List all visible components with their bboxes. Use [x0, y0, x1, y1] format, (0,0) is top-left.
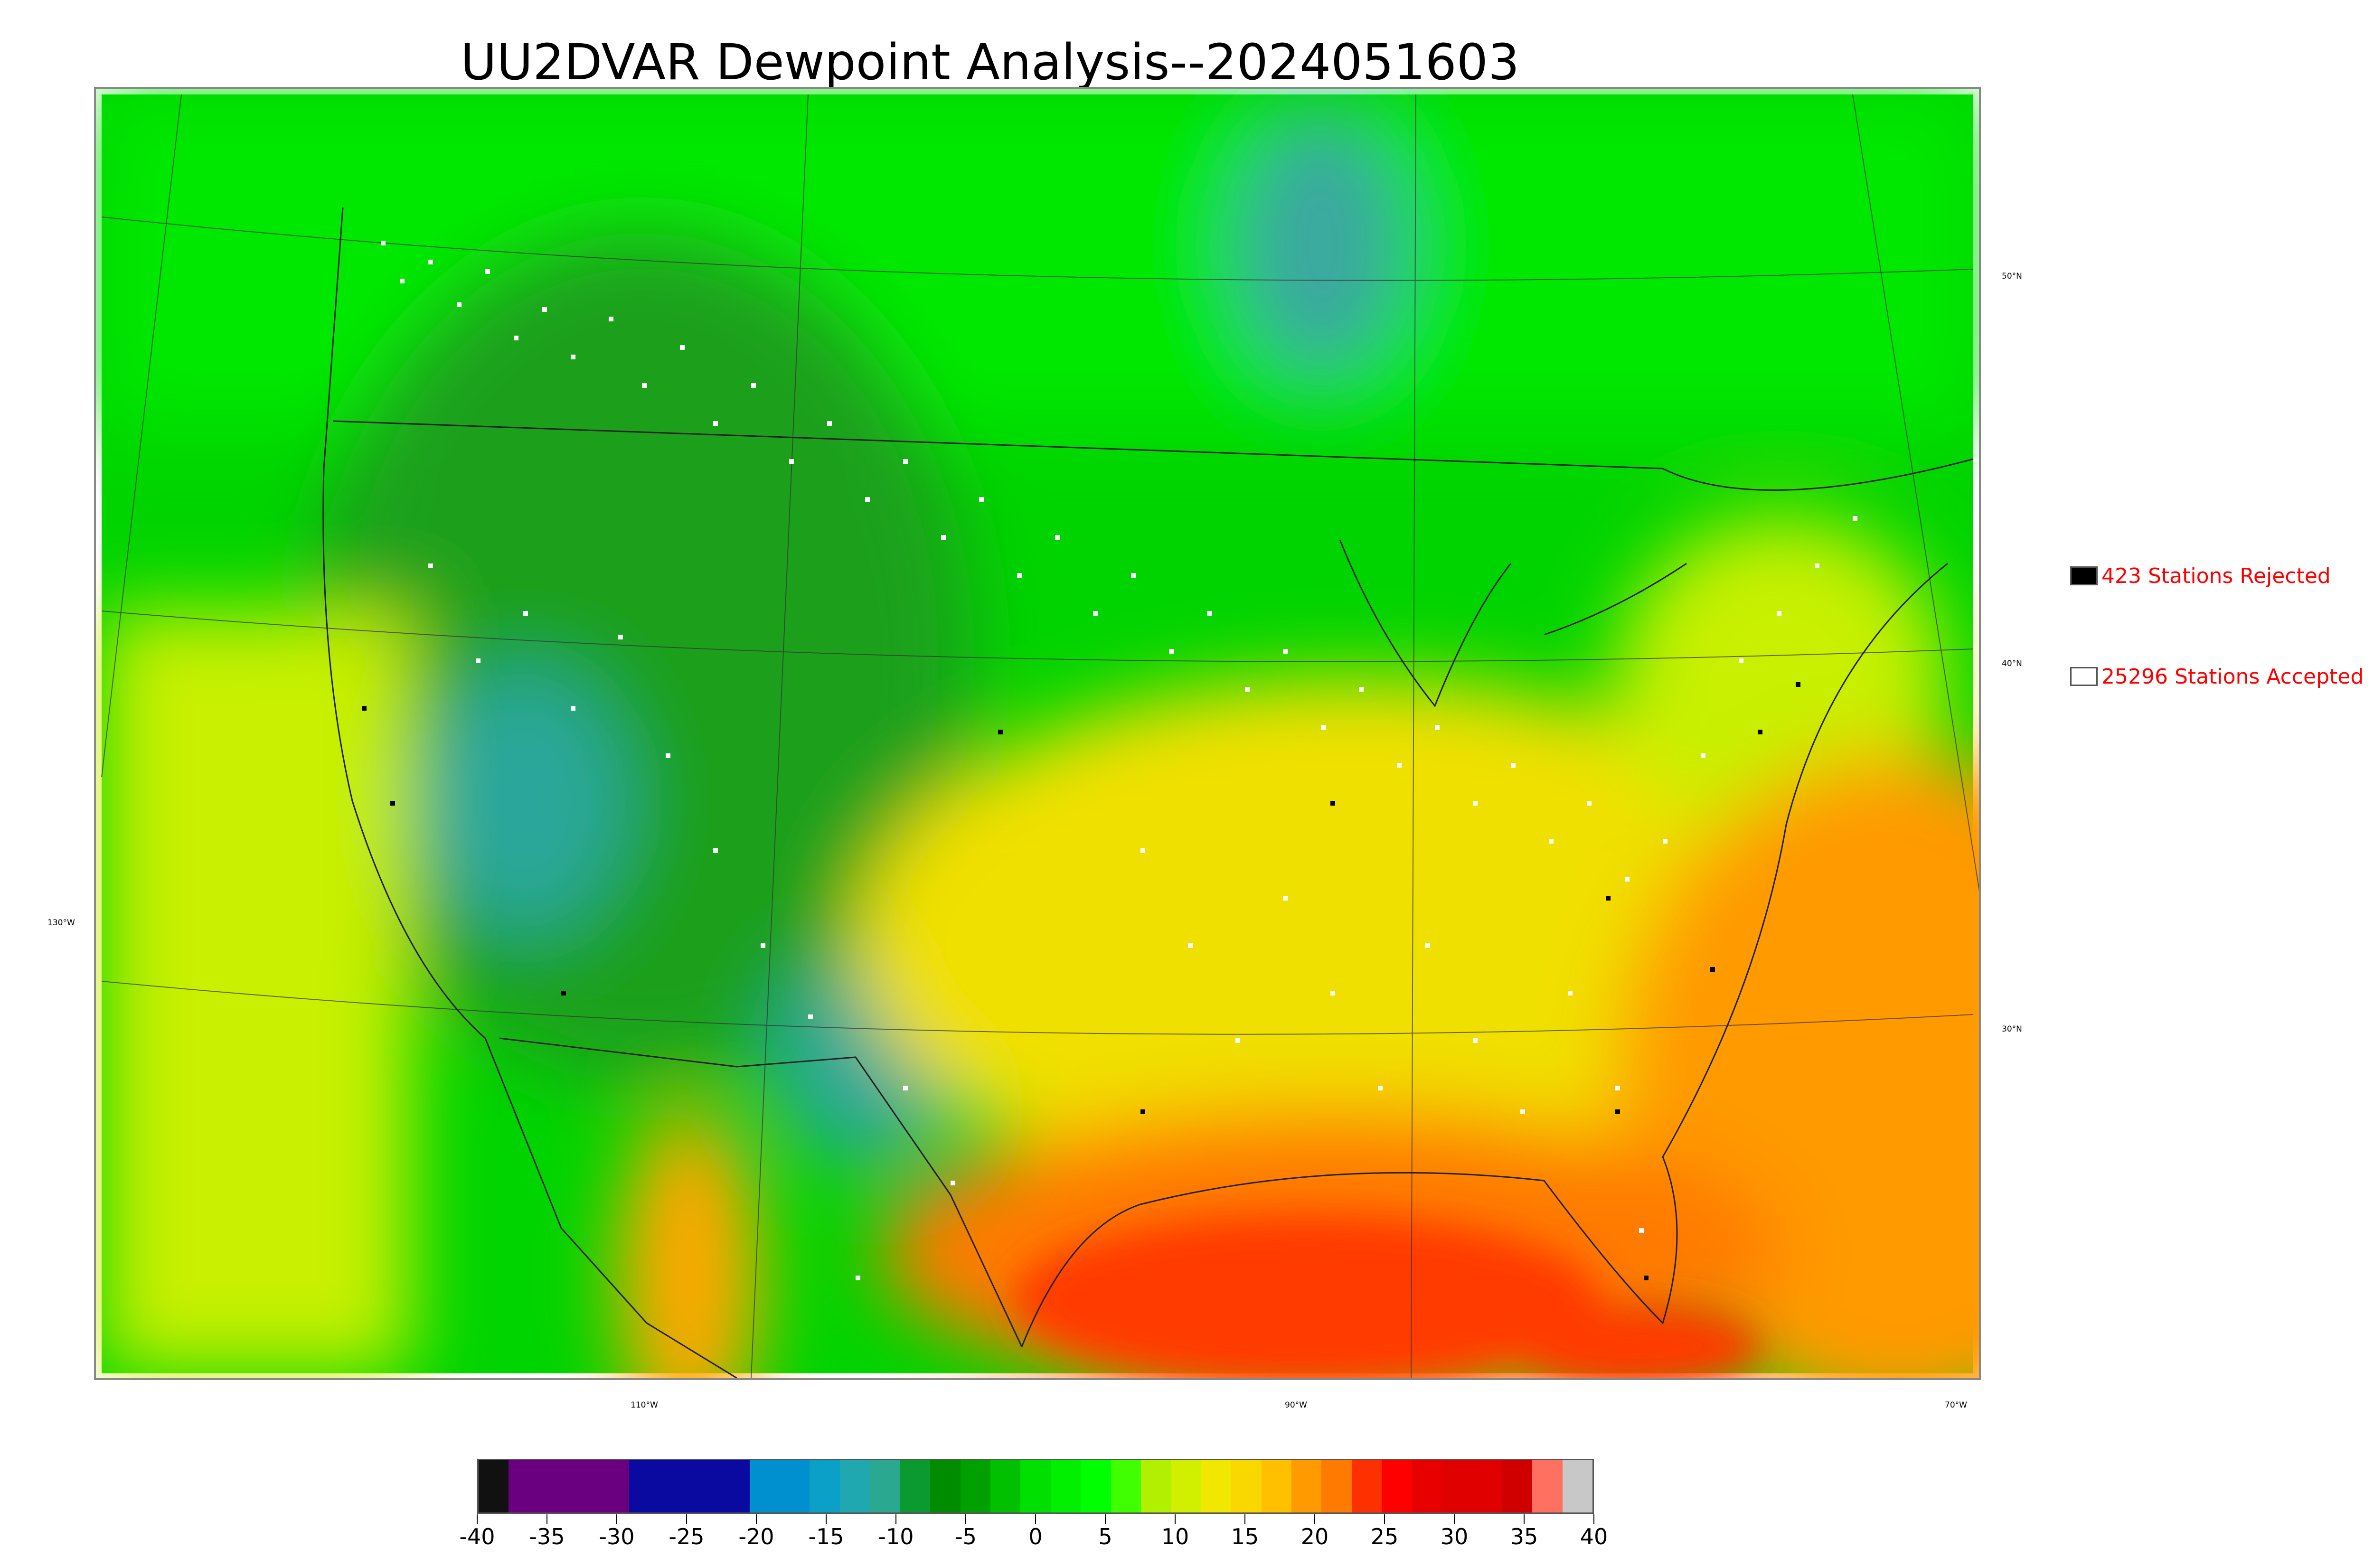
colorbar-segment: [1111, 1460, 1141, 1512]
colorbar-tick-label: 25: [1370, 1524, 1399, 1549]
colorbar-tick-label: -5: [955, 1524, 977, 1549]
colorbar-tick-label: -40: [459, 1524, 495, 1549]
colorbar-tick: [1105, 1514, 1106, 1524]
colorbar-tick: [895, 1514, 896, 1524]
colorbar-segment: [1140, 1460, 1171, 1512]
colorbar-tick-label: 15: [1231, 1524, 1259, 1549]
lon-label-70w: 70°W: [1945, 1400, 1967, 1410]
colorbar-tick-label: -30: [599, 1524, 635, 1549]
colorbar-segment: [810, 1460, 840, 1512]
colorbar-segment: [930, 1460, 961, 1512]
colorbar-segment: [689, 1460, 720, 1512]
boundaries: [322, 207, 1974, 1378]
map-title: UU2DVAR Dewpoint Analysis--2024051603: [460, 33, 1520, 91]
legend-accepted-label: 25296 Stations Accepted: [2101, 664, 2364, 689]
colorbar-segment: [719, 1460, 750, 1512]
colorbar-segment: [1412, 1460, 1442, 1512]
colorbar-tick: [756, 1514, 757, 1524]
colorbar-segment: [659, 1460, 689, 1512]
accepted-stations: [381, 241, 1857, 1280]
colorbar-segment: [1382, 1460, 1412, 1512]
colorbar-tick-label: 20: [1300, 1524, 1329, 1549]
colorbar-segment: [960, 1460, 990, 1512]
colorbar-tick-label: 30: [1440, 1524, 1469, 1549]
colorbar-tick: [1035, 1514, 1036, 1524]
colorbar-segment: [749, 1460, 780, 1512]
colorbar-segment: [569, 1460, 599, 1512]
dewpoint-map[interactable]: [94, 87, 1981, 1380]
accepted-swatch: [2070, 667, 2098, 686]
colorbar-tick: [477, 1514, 478, 1524]
colorbar-segment: [1171, 1460, 1201, 1512]
colorbar-tick: [616, 1514, 617, 1524]
lat-label-40: 40°N: [2002, 659, 2022, 668]
colorbar-segment: [1020, 1460, 1051, 1512]
colorbar-segment: [1231, 1460, 1262, 1512]
colorbar-tick: [1524, 1514, 1525, 1524]
colorbar-segment: [509, 1460, 539, 1512]
colorbar-segment: [599, 1460, 630, 1512]
colorbar-segment: [839, 1460, 870, 1512]
colorbar-segment: [1472, 1460, 1502, 1512]
colorbar-segment: [900, 1460, 931, 1512]
legend-rejected: 423 Stations Rejected: [2070, 564, 2331, 588]
colorbar-tick: [1244, 1514, 1245, 1524]
colorbar-segment: [538, 1460, 569, 1512]
colorbar-segment: [870, 1460, 900, 1512]
colorbar-tick-label: 35: [1510, 1524, 1538, 1549]
colorbar-tick-label: 40: [1580, 1524, 1608, 1549]
colorbar-segment: [1442, 1460, 1472, 1512]
lon-label-110w: 110°W: [631, 1400, 658, 1410]
colorbar-tick-label: -25: [669, 1524, 705, 1549]
colorbar-tick-label: -15: [808, 1524, 844, 1549]
colorbar-tick: [1593, 1514, 1594, 1524]
lon-label-90w: 90°W: [1285, 1400, 1307, 1410]
colorbar-tick: [1384, 1514, 1385, 1524]
legend-accepted: 25296 Stations Accepted: [2070, 664, 2364, 689]
colorbar-tick-label: 0: [1028, 1524, 1043, 1549]
lon-label-130w: 130°W: [47, 918, 75, 928]
colorbar-segment: [1291, 1460, 1322, 1512]
colorbar-tick: [686, 1514, 687, 1524]
lat-label-50: 50°N: [2002, 272, 2022, 281]
graticule: [101, 94, 1979, 1378]
rejected-stations: [362, 682, 1800, 1280]
colorbar-segment: [990, 1460, 1021, 1512]
colorbar-tick: [1175, 1514, 1176, 1524]
colorbar-tick-label: -20: [738, 1524, 774, 1549]
colorbar-segment: [479, 1460, 509, 1512]
colorbar-segment: [1351, 1460, 1382, 1512]
colorbar-tick-label: -10: [878, 1524, 914, 1549]
colorbar-tick-label: -35: [529, 1524, 565, 1549]
colorbar-segment: [629, 1460, 659, 1512]
colorbar-tick: [826, 1514, 827, 1524]
colorbar-segment: [1502, 1460, 1533, 1512]
dewpoint-colorbar: [477, 1459, 1594, 1514]
colorbar-tick-label: 5: [1098, 1524, 1112, 1549]
colorbar-segment: [780, 1460, 810, 1512]
colorbar-segment: [1261, 1460, 1291, 1512]
colorbar-tick: [1314, 1514, 1315, 1524]
dewpoint-field: [101, 94, 1979, 1378]
colorbar-segment: [1532, 1460, 1563, 1512]
colorbar-segment: [1201, 1460, 1232, 1512]
legend-rejected-label: 423 Stations Rejected: [2101, 563, 2331, 588]
colorbar-tick: [965, 1514, 966, 1524]
colorbar-tick: [546, 1514, 547, 1524]
colorbar-tick-label: 10: [1161, 1524, 1189, 1549]
colorbar-segment: [1321, 1460, 1352, 1512]
colorbar-segment: [1562, 1460, 1593, 1512]
colorbar-segment: [1050, 1460, 1081, 1512]
lat-label-30: 30°N: [2002, 1024, 2022, 1034]
field-hot-core: [1012, 1214, 1762, 1378]
colorbar-tick: [1454, 1514, 1455, 1524]
rejected-swatch: [2070, 566, 2098, 585]
colorbar-segment: [1081, 1460, 1111, 1512]
